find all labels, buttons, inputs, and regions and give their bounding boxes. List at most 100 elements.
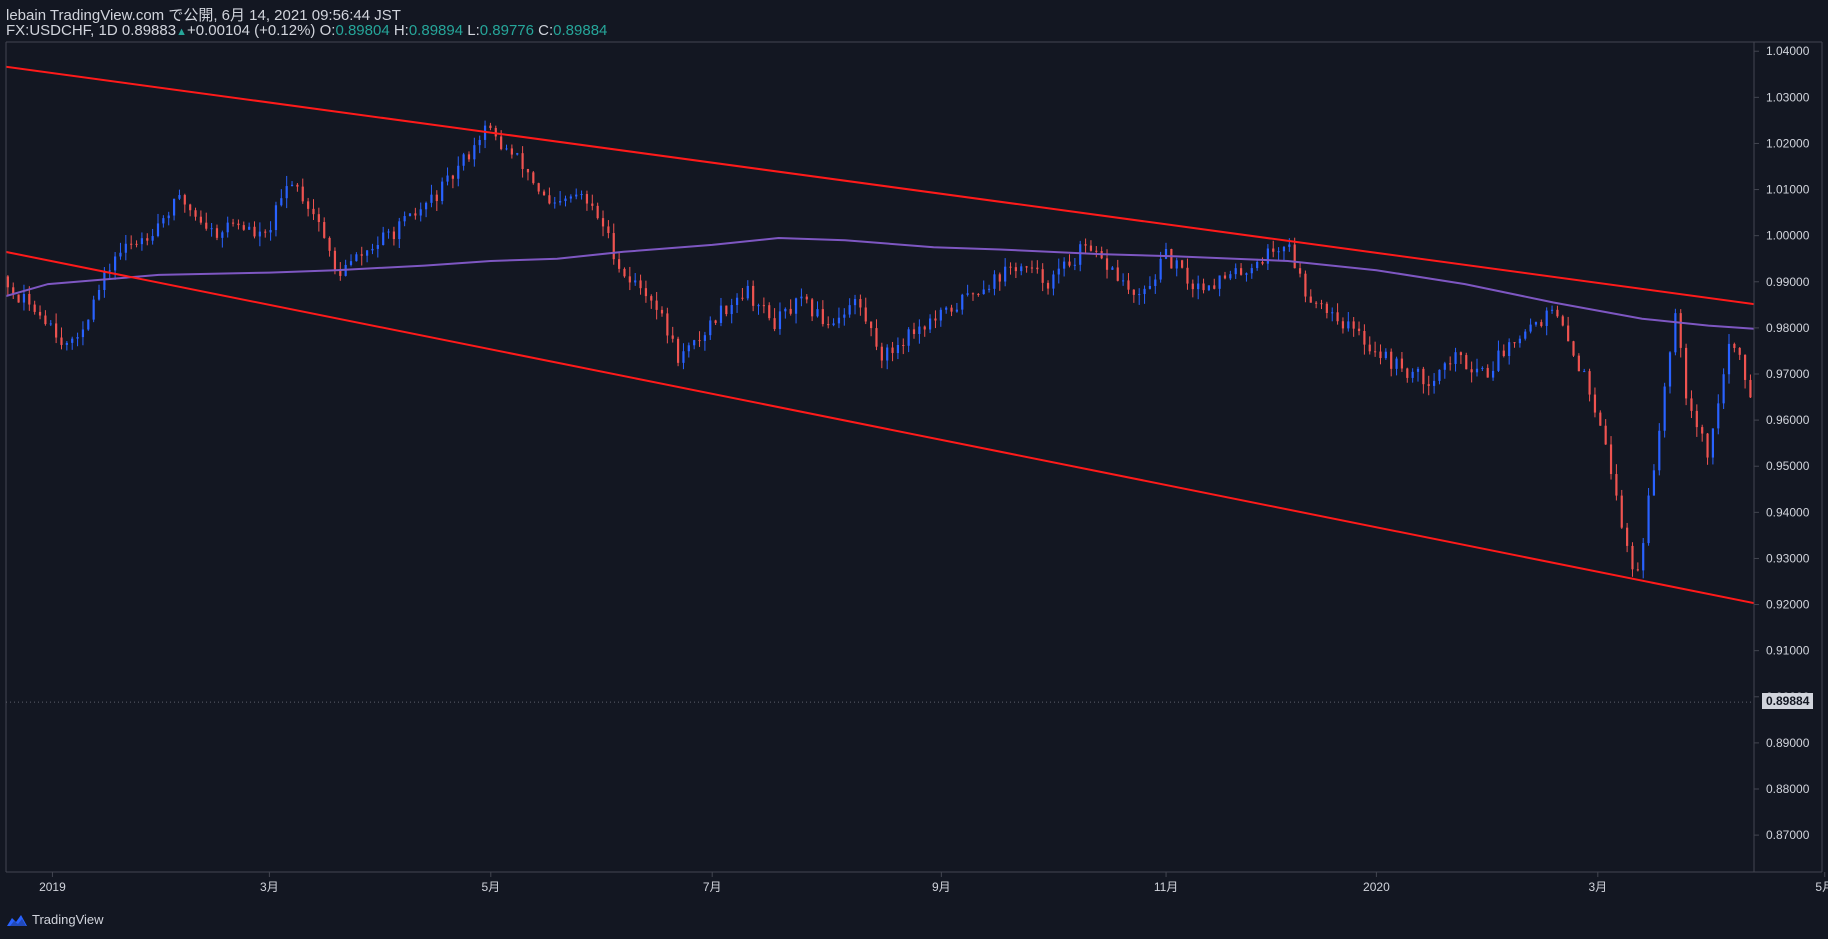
candle [827,316,830,329]
candle-body [44,315,47,325]
candle [1572,340,1575,357]
candle-body [424,202,428,210]
close-value: 0.89884 [553,22,608,39]
candle-body [1347,321,1350,329]
candle [1593,387,1597,418]
candle-body [451,175,454,179]
candle-body [870,321,873,329]
candle [537,182,540,195]
candle [151,228,154,245]
candle [285,175,288,209]
open-value: 0.89804 [335,22,390,39]
candle [296,183,299,192]
candle-body [1491,370,1495,378]
candle-body [430,194,433,203]
channel-layer[interactable] [0,60,1828,872]
tradingview-brand[interactable]: TradingView [6,912,104,927]
candle-body [1481,367,1484,369]
candle [1755,394,1757,402]
candle [38,305,42,320]
ohlc-legend[interactable]: FX:USDCHF, 1D 0.89883▲+0.00104 (+0.12%) … [6,22,607,39]
candle-body [205,222,208,229]
candle-body [601,218,605,227]
candle-body [1556,309,1559,317]
candle-body [655,300,658,310]
candle [1068,254,1071,268]
candle-body [1609,444,1613,475]
x-tick-label: 11月 [1154,880,1178,894]
candle [1475,358,1479,377]
candle-body [49,323,52,325]
candle [687,342,690,358]
candle [1782,381,1784,387]
candle-body [317,214,320,223]
candle [1513,342,1516,348]
lower-trendline[interactable] [0,243,1828,872]
candle [1518,335,1521,348]
candle [478,135,481,154]
candle-body [1175,260,1178,269]
candle-body [33,304,36,312]
candle-body [231,222,235,224]
candle [816,301,819,318]
candle [1679,309,1682,358]
candle-body [124,243,127,253]
candle [1502,344,1505,358]
candle [1250,263,1253,279]
candle [1454,347,1457,372]
symbol-label[interactable]: FX:USDCHF, 1D [6,22,118,39]
candle-body [859,299,862,308]
candle-body [843,314,846,318]
candle-body [553,202,556,204]
candle [1347,312,1350,332]
candle [1175,257,1178,277]
candle [1652,464,1656,496]
upper-trendline[interactable] [0,60,1828,540]
candle-body [248,226,251,230]
candle [1416,366,1420,382]
candle-body [194,210,197,217]
candle-body [1620,495,1623,528]
candle [6,275,9,297]
candle-body [1148,285,1152,289]
candle-body [698,340,701,342]
candle-body [1422,368,1425,385]
candle [264,229,267,238]
candle-body [526,168,530,173]
y-tick-label: 1.03000 [1766,90,1810,104]
candle-body [81,329,85,338]
candle-body [1765,388,1767,395]
candle [1631,542,1634,577]
candle-body [446,175,449,182]
candle-body [414,213,417,216]
candle-body [961,294,964,310]
candle [1,269,3,283]
candle-body [1776,384,1778,386]
candle [1020,263,1023,276]
candle [1298,262,1302,278]
candle-body [355,254,358,262]
candle [1765,386,1767,397]
candle-body [768,305,771,319]
candle [146,233,149,246]
candle-body [1819,355,1821,356]
candle [210,222,213,237]
candle-body [1020,266,1023,272]
candle-body [1277,251,1280,253]
low-value: 0.89776 [479,22,534,39]
candle [784,307,787,319]
candle [81,321,85,346]
candle-body [853,299,857,306]
candle [762,297,765,314]
high-label: H: [393,22,409,39]
candle [221,230,224,248]
candle-body [811,299,814,317]
candle-body [532,172,535,184]
candle [1717,394,1720,435]
candle-body [215,228,219,238]
candle [1760,386,1762,400]
candle-body [1400,358,1404,369]
candle [1089,240,1093,252]
low-label: L: [467,22,480,39]
